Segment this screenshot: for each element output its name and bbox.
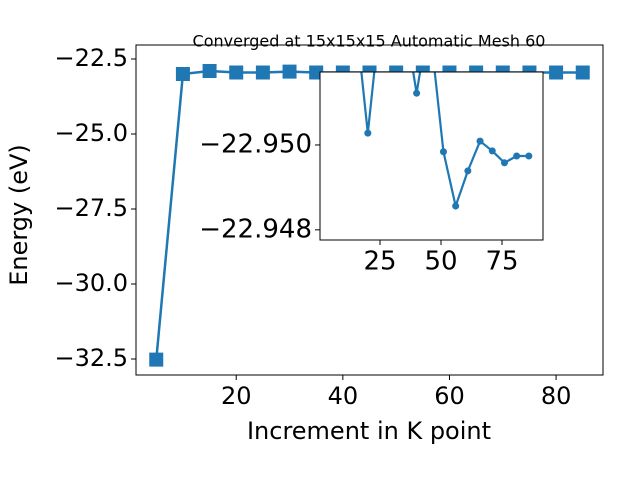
x-tick-label: 80 [541,382,572,410]
x-tick-label: 40 [328,382,359,410]
marker [500,159,508,167]
marker [488,147,496,155]
marker [425,14,432,21]
y-tick-label: −30.0 [54,269,128,297]
marker [229,65,244,80]
y-tick-label: −22.950 [199,129,312,159]
x-tick-label: 75 [485,247,518,277]
y-tick-label: −25.0 [54,119,128,147]
marker [389,14,396,21]
y-tick-label: −27.5 [54,194,128,222]
marker [401,14,408,21]
marker [282,64,297,79]
marker [149,352,164,367]
marker [452,202,460,210]
axes-frame [135,44,604,376]
marker [549,65,564,80]
y-tick-label: −22.5 [54,44,128,72]
y-tick-label: −32.5 [54,344,128,372]
marker [525,152,533,160]
x-axis-label: Increment in K point [247,417,491,445]
marker [175,67,190,82]
x-tick-label: 60 [434,382,465,410]
data-line [360,72,529,211]
x-tick-label: 20 [221,382,252,410]
axes-frame [319,71,544,241]
marker [575,65,590,80]
marker [413,89,421,97]
marker [340,14,347,21]
marker [255,65,270,80]
x-tick-label: 50 [424,247,457,277]
plot-area [340,14,533,211]
marker [352,14,359,21]
marker [464,167,472,175]
x-tick-label: 25 [363,247,396,277]
marker [513,152,521,160]
marker [439,148,447,156]
marker [476,137,484,145]
marker [364,129,372,137]
marker [202,64,217,79]
y-axis-label: Energy (eV) [5,144,33,286]
marker [377,14,384,21]
chart-title: Converged at 15x15x15 Automatic Mesh 60 [193,32,546,51]
inset-background [320,72,543,240]
y-tick-label: −22.948 [199,214,312,244]
